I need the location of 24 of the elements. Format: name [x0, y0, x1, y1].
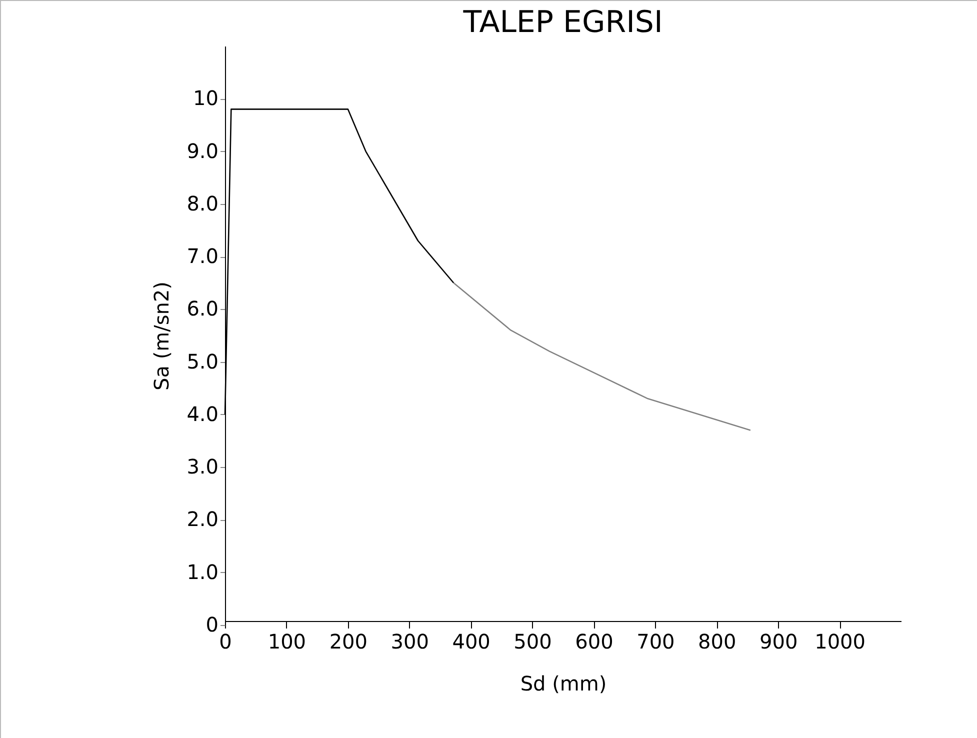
- x-tick-label: 1000: [814, 630, 866, 654]
- y-tick-label: 5.0: [186, 349, 218, 374]
- x-tick-label: 300: [390, 630, 429, 654]
- y-tick-label: 1.0: [186, 560, 218, 584]
- chart-title: TALEP EGRISI: [462, 5, 663, 40]
- x-tick-label: 100: [268, 630, 306, 654]
- y-tick-label: 0: [206, 612, 218, 636]
- x-tick-label: 400: [452, 630, 490, 654]
- y-axis-title: Sa (m/sn2): [150, 282, 174, 390]
- y-tick-label: 6.0: [186, 296, 218, 321]
- y-tick-label: 8.0: [186, 191, 218, 216]
- y-tick-label: 4.0: [186, 402, 218, 426]
- y-tick-label: 3.0: [186, 454, 218, 479]
- x-tick-label: 800: [698, 630, 736, 654]
- x-tick-label: 600: [575, 630, 614, 654]
- x-tick-label: 200: [329, 630, 368, 654]
- y-tick-label: 9.0: [186, 138, 218, 163]
- y-tick-label: 2.0: [186, 507, 218, 532]
- y-tick-label: 10: [193, 86, 218, 110]
- x-tick-label: 900: [759, 630, 798, 654]
- x-tick-label: 500: [514, 630, 552, 654]
- y-tick-label: 7.0: [186, 244, 218, 268]
- x-axis-title: Sd (mm): [520, 672, 607, 696]
- x-tick-label: 700: [636, 630, 675, 654]
